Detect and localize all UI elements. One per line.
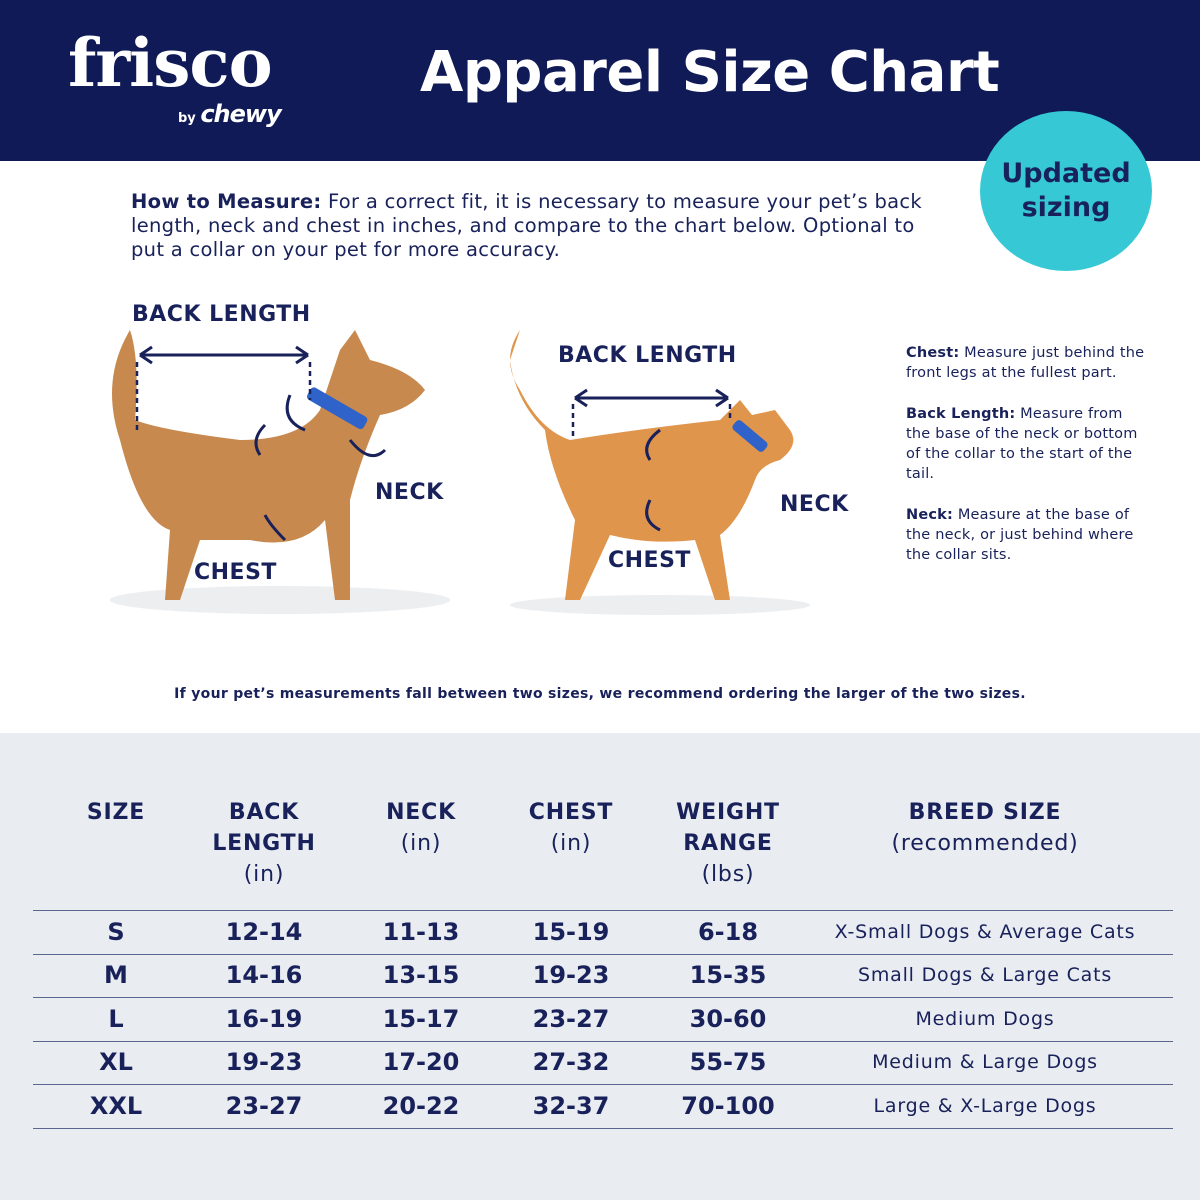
cell-back-length: 23-27 <box>225 1091 303 1120</box>
size-table <box>0 733 1200 1200</box>
cell-neck: 11-13 <box>382 917 460 946</box>
cell-back-length: 16-19 <box>225 1004 303 1033</box>
note-back-length: Back Length: Measure from the base of th… <box>906 405 1138 483</box>
row-divider <box>33 953 1173 955</box>
measurement-notes: Chest: Measure just behind the front leg… <box>906 343 1146 586</box>
size-recommendation: If your pet’s measurements fall between … <box>174 686 1026 702</box>
row-divider <box>33 1127 1173 1129</box>
dog-chest-label: CHEST <box>194 560 277 585</box>
cell-chest: 27-32 <box>532 1048 610 1077</box>
cell-weight-range: 30-60 <box>689 1004 767 1033</box>
cell-weight-range: 15-35 <box>689 961 767 990</box>
cat-chest-label: CHEST <box>608 548 691 573</box>
cell-breed-size: X-Small Dogs & Average Cats <box>834 920 1136 943</box>
cell-back-length: 19-23 <box>225 1048 303 1077</box>
cell-chest: 23-27 <box>532 1004 610 1033</box>
cell-size: XXL <box>89 1091 143 1120</box>
cell-weight-range: 70-100 <box>681 1091 775 1120</box>
cat-neck-label: NECK <box>780 492 849 517</box>
cell-back-length: 12-14 <box>225 917 303 946</box>
cell-size: M <box>104 961 128 990</box>
frisco-logo: frisco by chewy <box>68 24 282 128</box>
cell-weight-range: 55-75 <box>689 1048 767 1077</box>
header-chest: CHEST (in) <box>528 800 614 856</box>
header-back-length: BACK LENGTH (in) <box>212 800 316 887</box>
header-size: SIZE <box>86 800 146 825</box>
page-title: Apparel Size Chart <box>420 40 1000 105</box>
cell-chest: 19-23 <box>532 961 610 990</box>
how-to-measure-text: How to Measure: For a correct fit, it is… <box>131 190 922 261</box>
cell-breed-size: Small Dogs & Large Cats <box>857 964 1113 987</box>
note-neck: Neck: Measure at the base of the neck, o… <box>906 506 1134 564</box>
cell-breed-size: Medium & Large Dogs <box>872 1051 1098 1074</box>
header-neck: NECK (in) <box>386 800 456 856</box>
cell-chest: 15-19 <box>532 917 610 946</box>
cell-breed-size: Large & X-Large Dogs <box>873 1094 1097 1117</box>
cell-neck: 15-17 <box>382 1004 460 1033</box>
cell-size: S <box>107 917 125 946</box>
dog-illustration <box>110 330 450 614</box>
row-divider <box>33 1040 1173 1042</box>
cell-neck: 20-22 <box>382 1091 460 1120</box>
cell-size: L <box>108 1004 124 1033</box>
dog-back-length-label: BACK LENGTH <box>132 302 311 327</box>
cell-back-length: 14-16 <box>225 961 303 990</box>
header-weight-range: WEIGHT RANGE (lbs) <box>676 800 780 887</box>
row-divider <box>33 997 1173 998</box>
note-chest: Chest: Measure just behind the front leg… <box>906 345 1145 382</box>
row-divider <box>33 910 1173 911</box>
cell-chest: 32-37 <box>532 1091 610 1120</box>
updated-sizing-badge: Updated sizing <box>980 111 1152 271</box>
header-banner: frisco by chewy Apparel Size Chart <box>0 0 1200 161</box>
cat-back-length-label: BACK LENGTH <box>558 343 737 368</box>
cat-illustration <box>510 330 810 615</box>
cell-neck: 17-20 <box>382 1048 460 1077</box>
header-breed-size: BREED SIZE (recommended) <box>891 800 1079 856</box>
cell-weight-range: 6-18 <box>697 917 759 946</box>
cell-breed-size: Medium Dogs <box>915 1007 1055 1030</box>
cell-size: XL <box>99 1048 133 1077</box>
cell-neck: 13-15 <box>382 961 460 990</box>
dog-neck-label: NECK <box>375 480 444 505</box>
row-divider <box>33 1084 1173 1085</box>
